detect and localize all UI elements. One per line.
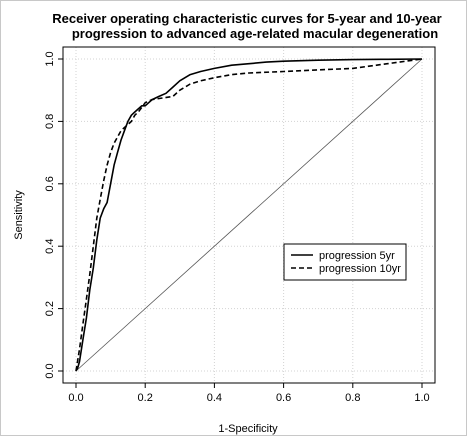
x-axis-label: 1-Specificity [218,423,278,435]
legend-label-1: progression 5yr [319,250,395,262]
y-tick-label: 0.4 [44,239,56,254]
chart-title: Receiver operating characteristic curves… [52,11,441,41]
y-tick-label: 0.6 [44,176,56,191]
x-tick-label: 1.0 [414,392,429,404]
legend-box [283,243,407,281]
y-tick-label: 1.0 [44,51,56,66]
chart-title-line-1: Receiver operating characteristic curves… [52,11,441,26]
grid [63,47,435,383]
series-line-2 [75,58,423,372]
chart-title-line-2: progression to advanced age-related macu… [72,26,438,41]
x-tick-label: 0.0 [68,392,83,404]
x-tick-label: 0.8 [345,392,360,404]
y-tick-label: 0.0 [44,363,56,378]
series-lines [75,58,423,372]
x-tick-label: 0.4 [207,392,222,404]
tick-labels: 0.0 0.2 0.4 0.6 0.8 1.0 0.0 0.2 0.4 0.6 0.8 1.0 [44,51,430,404]
series-line-1 [75,58,423,372]
axes [62,46,436,384]
plot-border [62,46,436,384]
x-tick-label: 0.2 [138,392,153,404]
y-axis-label: Sensitivity [13,190,25,240]
diagonal-reference-line [75,58,423,372]
y-tick-label: 0.2 [44,301,56,316]
reference-line [75,58,423,372]
legend-label-2: progression 10yr [319,263,401,275]
x-tick-label: 0.6 [276,392,291,404]
y-tick-label: 0.8 [44,114,56,129]
